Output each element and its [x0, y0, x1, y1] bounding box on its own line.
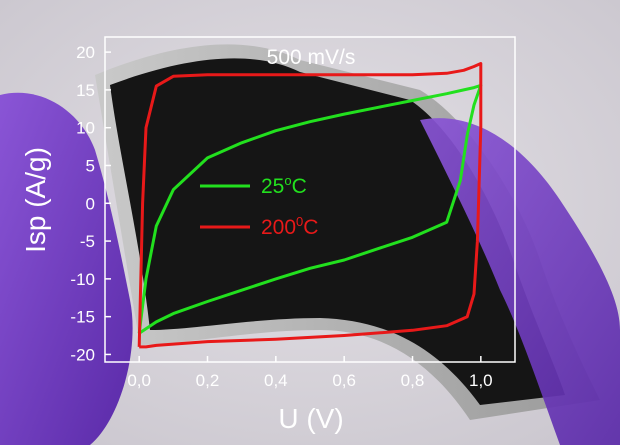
x-axis-title: U (V)	[278, 403, 343, 434]
y-tick-labels: -20 -15 -10 -5 0 5 10 15 20	[70, 43, 95, 364]
x-tick-label: 0,6	[332, 371, 356, 390]
y-tick-label: -5	[80, 232, 95, 251]
x-tick-label: 0,0	[127, 371, 151, 390]
legend-label-25c: 25oC	[261, 173, 307, 198]
y-tick-label: -20	[70, 345, 95, 364]
y-tick-label: 10	[76, 119, 95, 138]
axis-ticks	[105, 51, 482, 362]
y-tick-label: -10	[70, 270, 95, 289]
x-tick-label: 0,4	[264, 371, 288, 390]
y-tick-label: 5	[86, 156, 95, 175]
x-tick-label: 0,2	[196, 371, 220, 390]
legend-label-200c: 2000C	[261, 214, 318, 239]
y-tick-label: 0	[86, 194, 95, 213]
y-tick-label: 15	[76, 81, 95, 100]
plot-frame	[104, 36, 516, 363]
right-glove	[420, 118, 620, 445]
y-axis-title: Isp (A/g)	[20, 147, 51, 253]
x-tick-labels: 0,0 0,2 0,4 0,6 0,8 1,0	[127, 371, 492, 390]
chart-title: 500 mV/s	[267, 46, 356, 69]
series-line-200c	[137, 62, 483, 349]
x-tick-label: 1,0	[469, 371, 493, 390]
x-tick-label: 0,8	[401, 371, 425, 390]
left-glove	[0, 92, 133, 445]
legend: 25oC 2000C	[200, 173, 318, 239]
series-layer	[137, 62, 483, 349]
y-tick-label: 20	[76, 43, 95, 62]
y-tick-label: -15	[70, 308, 95, 327]
